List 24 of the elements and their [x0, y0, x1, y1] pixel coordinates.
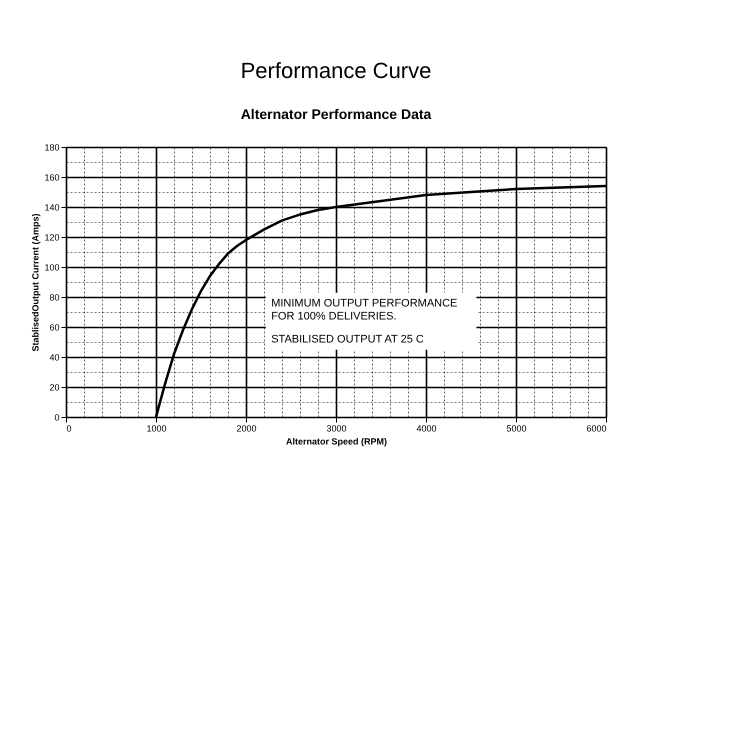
x-tick-label: 1000: [146, 424, 167, 434]
y-axis-title: StablisedOutput Current (Amps): [30, 213, 40, 352]
x-tick-label: 6000: [586, 424, 606, 434]
y-tick-label: 160: [44, 172, 60, 182]
chart-title: Performance Curve: [240, 58, 432, 83]
chart-subtitle: Alternator Performance Data: [240, 106, 432, 122]
x-tick-label: 4000: [416, 424, 437, 434]
annotation: FOR 100% DELIVERIES.: [271, 310, 397, 323]
y-tick-label: 120: [44, 232, 60, 242]
x-axis-title: Alternator Speed (RPM): [286, 436, 388, 446]
x-tick-label: 3000: [326, 424, 347, 434]
y-tick-label: 100: [44, 262, 60, 272]
y-tick-label: 140: [44, 202, 60, 212]
y-tick-label: 80: [49, 292, 60, 302]
x-tick-label: 2000: [236, 424, 257, 434]
x-tick-label: 5000: [506, 424, 527, 434]
y-tick-label: 40: [49, 352, 60, 362]
y-tick-label: 180: [44, 142, 60, 152]
annotation: STABILISED OUTPUT AT 25 C: [271, 334, 424, 346]
y-tick-label: 20: [49, 382, 60, 392]
x-tick-label: 0: [66, 424, 72, 434]
annotation: MINIMUM OUTPUT PERFORMANCE: [271, 298, 458, 310]
y-tick-label: 60: [49, 322, 60, 332]
y-tick-label: 0: [54, 412, 60, 422]
